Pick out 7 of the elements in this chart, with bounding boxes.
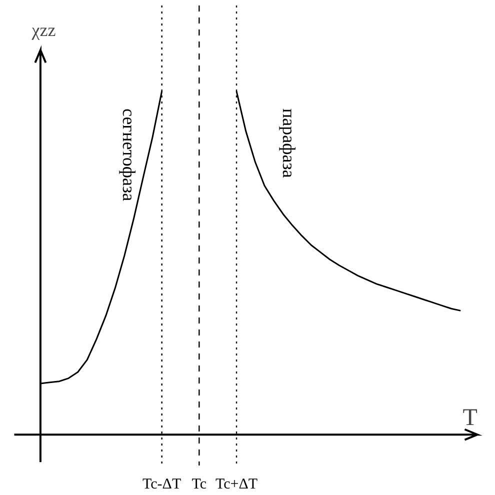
x-tick-label: Tc xyxy=(192,476,207,492)
x-axis-title: T xyxy=(462,405,478,432)
x-tick-label: Tc+ΔT xyxy=(215,476,258,492)
text: парафаза xyxy=(278,108,299,178)
text: сегнетофаза xyxy=(118,108,139,202)
y-axis-title: χzz xyxy=(30,20,56,40)
x-tick-label: Tc-ΔT xyxy=(142,476,182,492)
